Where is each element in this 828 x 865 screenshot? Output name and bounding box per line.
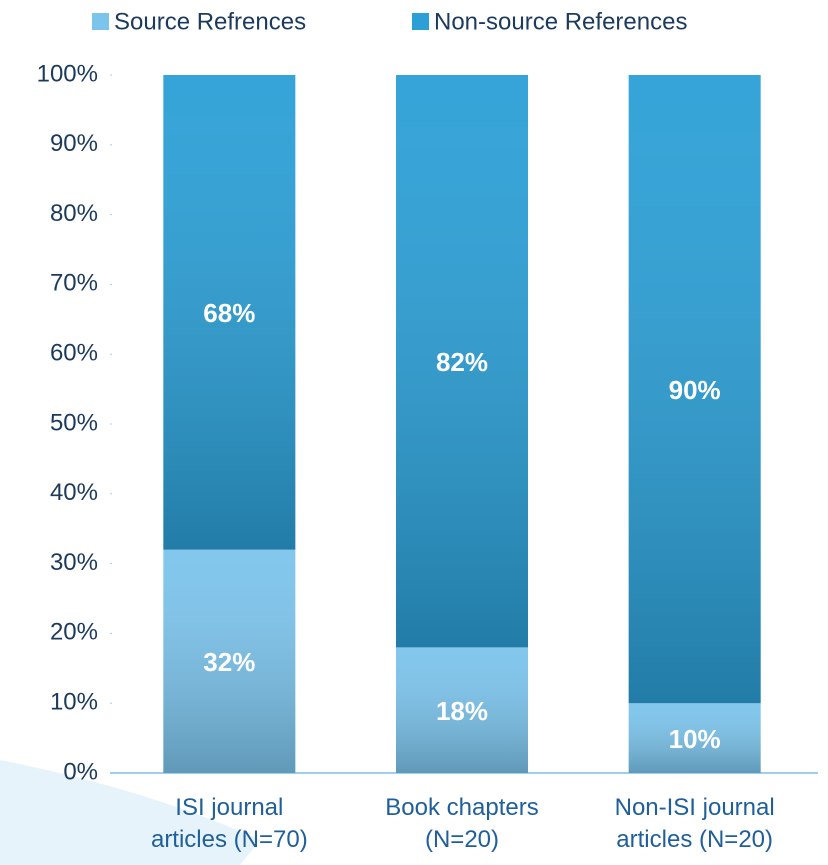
y-tick-label: 30%	[50, 549, 98, 576]
data-label: 10%	[669, 724, 721, 754]
y-tick-label: 60%	[50, 340, 98, 367]
y-tick-label: 0%	[63, 758, 98, 785]
data-label: 90%	[669, 375, 721, 405]
bar-shade	[396, 75, 528, 648]
bar-shade	[628, 703, 761, 773]
y-tick-label: 50%	[50, 409, 98, 436]
bar-shade	[396, 647, 528, 773]
legend-label: Non-source References	[434, 8, 687, 35]
y-tick-label: 100%	[37, 60, 98, 87]
data-label: 82%	[436, 347, 488, 377]
x-tick-label: Non-ISI journal articles (N=20)	[614, 794, 775, 853]
bar-shade	[163, 549, 296, 773]
legend-swatch	[92, 13, 109, 30]
legend-swatch	[412, 13, 429, 30]
y-tick-label: 80%	[50, 200, 98, 227]
data-label: 68%	[203, 298, 255, 328]
x-tick-label: Book chapters (N=20)	[385, 794, 539, 853]
data-label: 32%	[203, 647, 255, 677]
y-tick-label: 90%	[50, 130, 98, 157]
decoration	[0, 760, 260, 865]
y-tick-label: 40%	[50, 479, 98, 506]
x-tick-label: ISI journal articles (N=70)	[150, 794, 308, 853]
y-tick-label: 20%	[50, 619, 98, 646]
bar-shade	[628, 75, 761, 704]
legend-label: Source Refrences	[114, 8, 306, 35]
y-tick-label: 10%	[50, 689, 98, 716]
bar-shade	[163, 75, 296, 550]
data-label: 18%	[436, 696, 488, 726]
y-tick-label: 70%	[50, 270, 98, 297]
